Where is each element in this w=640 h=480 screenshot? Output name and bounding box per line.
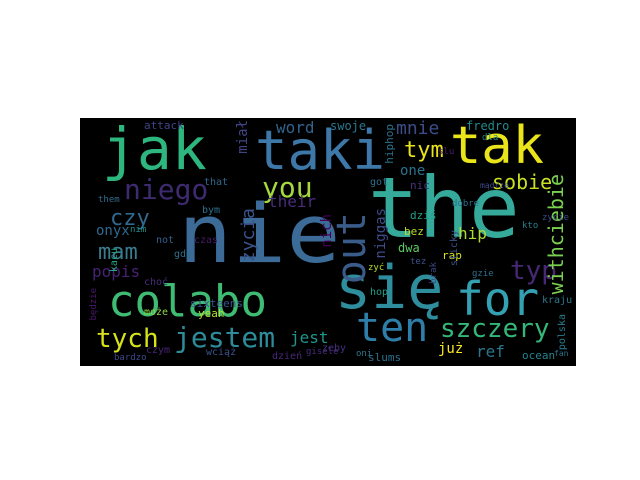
cloud-word: gzie: [472, 269, 494, 279]
cloud-word: nic: [410, 179, 430, 192]
cloud-word: jestem: [174, 321, 276, 354]
cloud-word: word: [276, 118, 315, 137]
cloud-word: tak: [450, 118, 544, 176]
cloud-word: oni: [356, 349, 373, 359]
cloud-word: nie: [178, 187, 341, 282]
cloud-word: rap: [442, 249, 462, 262]
cloud-word: for: [456, 272, 540, 326]
cloud-word: czy: [110, 206, 150, 231]
cloud-word: hiphop: [383, 124, 396, 164]
cloud-word: ref: [476, 342, 505, 361]
cloud-word: slums: [368, 351, 402, 364]
cloud-word: sticky: [449, 230, 460, 267]
cloud-word: dwa: [398, 241, 420, 255]
cloud-word: sixteens: [190, 297, 243, 310]
cloud-word: bardzo: [114, 353, 147, 363]
cloud-word: wciąż: [206, 347, 237, 358]
cloud-word: mam: [98, 240, 138, 265]
cloud-word: slu: [438, 147, 455, 157]
cloud-word: taki: [255, 119, 386, 182]
cloud-word: już: [438, 341, 464, 357]
cloud-word: kraju: [542, 295, 573, 306]
cloud-word: szczery: [440, 314, 550, 344]
cloud-word: się: [335, 253, 444, 323]
cloud-word: polska: [557, 314, 568, 351]
cloud-word: niego: [124, 173, 209, 206]
cloud-word: that: [204, 177, 229, 188]
cloud-word: onyx: [96, 223, 130, 239]
cloud-word: nim: [130, 225, 147, 235]
cloud-word: tez: [410, 257, 427, 267]
cloud-word: dla: [482, 133, 499, 143]
cloud-word: brak: [429, 262, 439, 284]
cloud-word: out: [329, 212, 375, 285]
cloud-word: kto: [522, 221, 539, 231]
cloud-word: yeah: [198, 307, 225, 320]
cloud-word: sobie: [492, 170, 553, 194]
cloud-word: mnie: [396, 118, 440, 139]
cloud-word: got: [370, 177, 389, 188]
cloud-word: colabo: [108, 276, 267, 327]
cloud-word: zeby: [322, 343, 347, 354]
cloud-word: popis: [92, 262, 141, 281]
cloud-word: mądrze: [480, 181, 509, 190]
cloud-word: you: [262, 171, 313, 204]
cloud-word: choć: [144, 277, 169, 288]
cloud-word: tych: [96, 324, 159, 354]
cloud-word: their: [268, 192, 317, 211]
cloud-word: czym: [146, 345, 171, 356]
cloud-word: nich: [319, 214, 335, 248]
cloud-word: attack: [144, 119, 184, 132]
cloud-word: gisele: [306, 347, 339, 357]
cloud-word: dzień: [272, 351, 303, 362]
word-cloud: nie the jak taki tak się colabo for ten …: [80, 118, 576, 366]
cloud-word: bez: [404, 225, 424, 238]
cloud-word: życia: [238, 208, 259, 263]
cloud-word: czas: [194, 235, 219, 246]
cloud-word: dobre: [452, 199, 480, 209]
cloud-word: the: [368, 159, 520, 257]
cloud-word: jak: [102, 118, 207, 183]
cloud-word: będzie: [89, 288, 99, 321]
cloud-word: zycie: [542, 213, 570, 223]
cloud-word: ocean: [522, 349, 556, 362]
cloud-word: może: [144, 307, 169, 318]
cloud-word: gdy: [174, 249, 193, 260]
cloud-word: hop: [370, 287, 389, 298]
cloud-word: not: [156, 235, 175, 246]
cloud-word: typ: [510, 256, 557, 286]
cloud-word: miał: [235, 120, 251, 154]
cloud-word: fan: [554, 349, 569, 358]
cloud-word: dziś: [410, 209, 437, 222]
cloud-word: swoje: [330, 119, 367, 133]
cloud-word: kacu: [109, 248, 120, 273]
cloud-word: ten: [356, 305, 429, 351]
cloud-word: them: [98, 195, 120, 205]
cloud-word: bym: [202, 205, 221, 216]
cloud-word: niggas: [373, 208, 389, 259]
cloud-word: jest: [290, 328, 329, 347]
cloud-word: fredro: [466, 119, 510, 133]
cloud-word: one: [400, 163, 426, 179]
cloud-word: tym: [404, 138, 444, 163]
cloud-word: hip: [458, 224, 487, 243]
cloud-word: zyć: [368, 263, 385, 273]
